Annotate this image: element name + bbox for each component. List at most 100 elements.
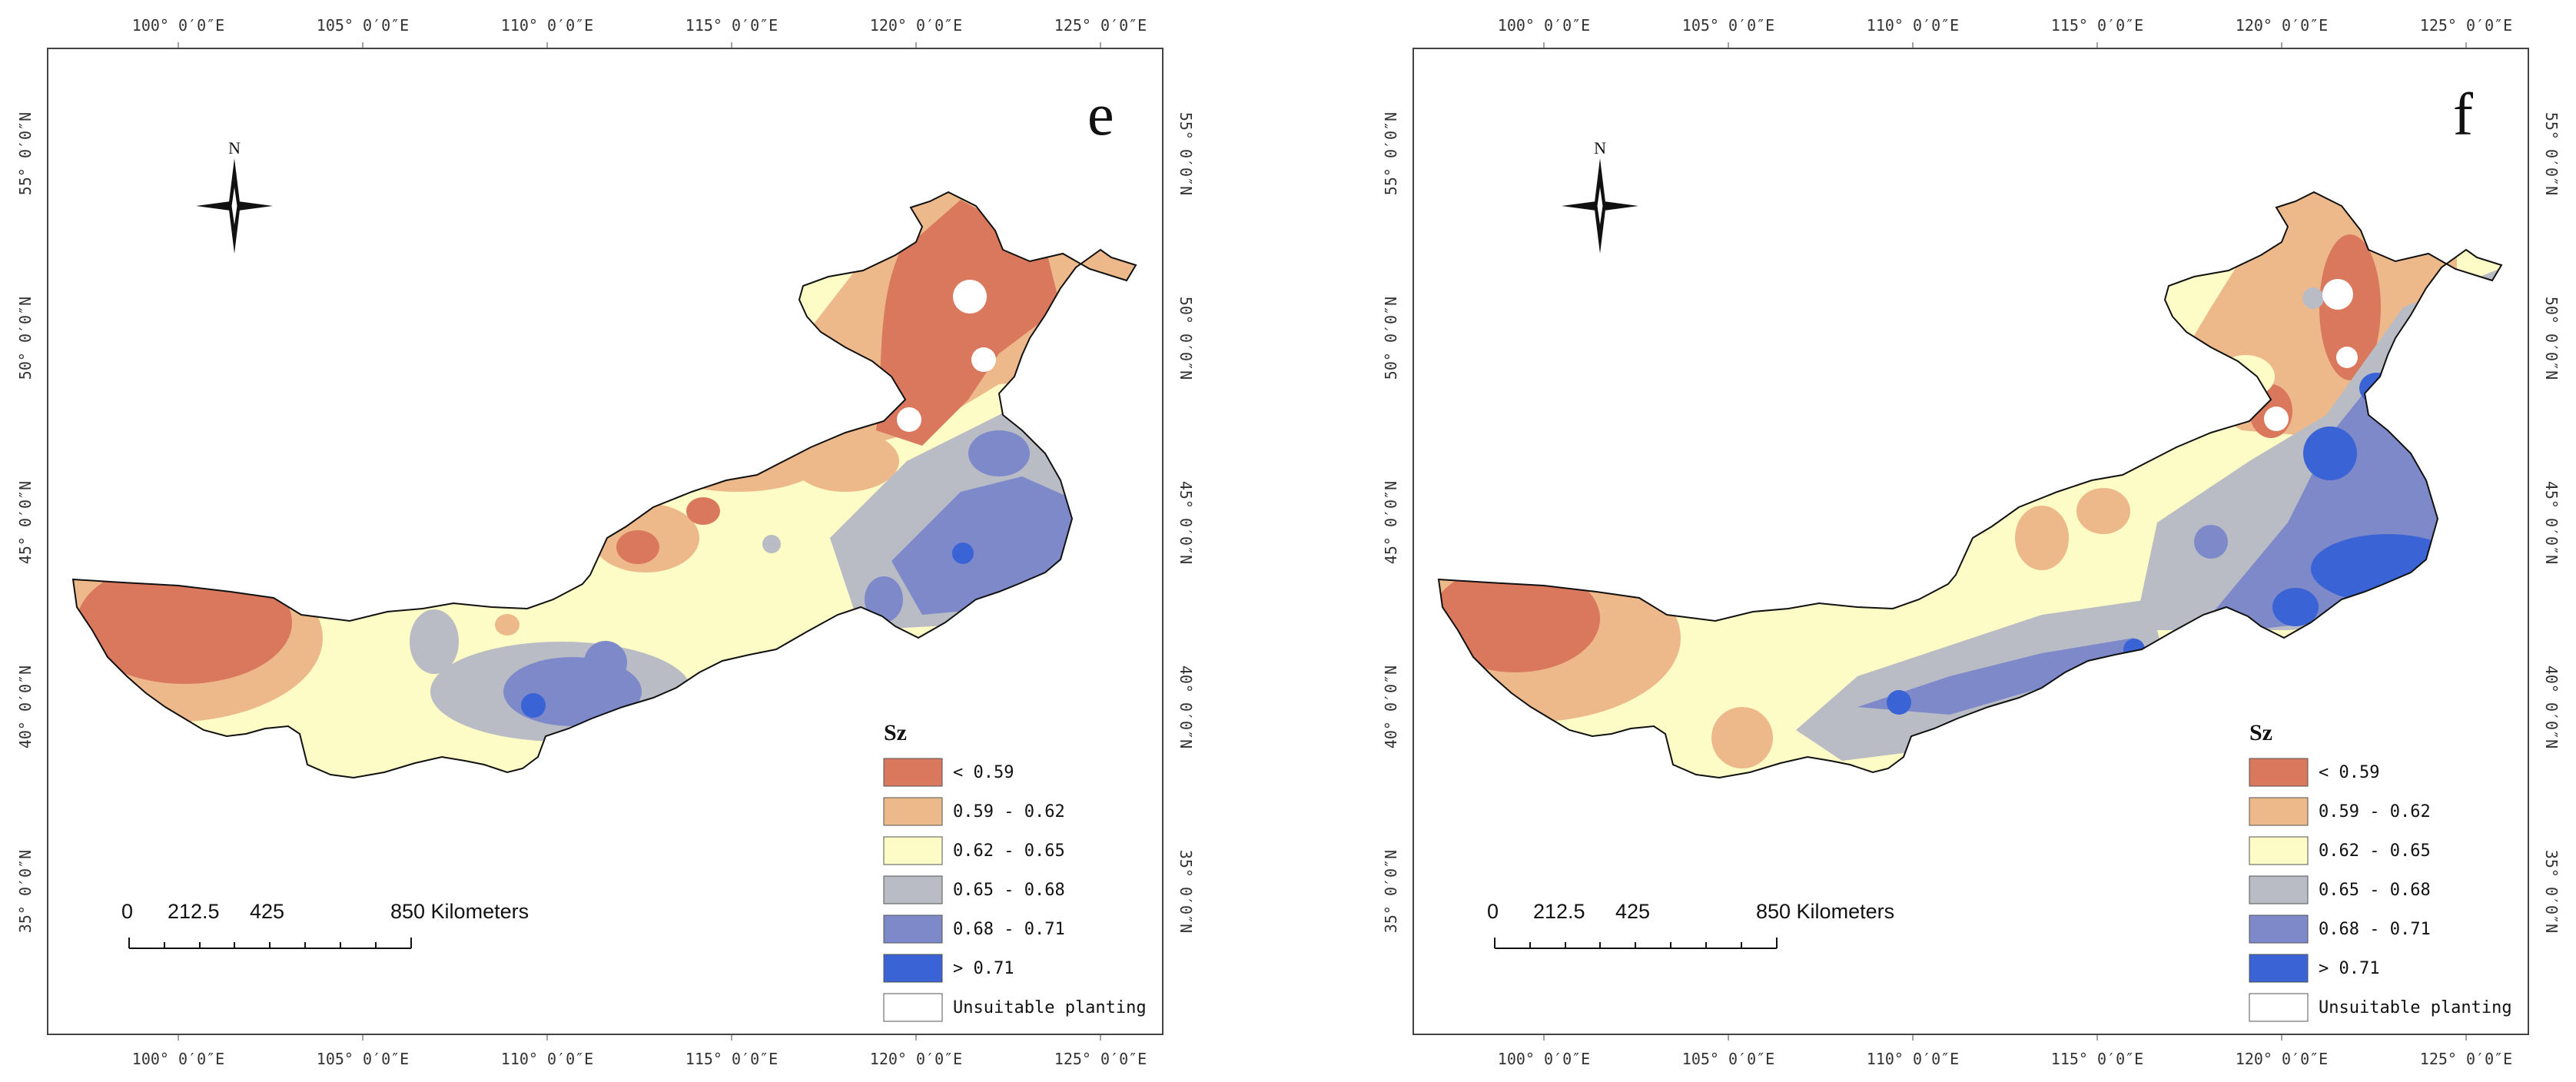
lat-tick: 45° 0′0″N	[16, 481, 35, 564]
legend-swatch	[2249, 836, 2309, 865]
legend-label: < 0.59	[2319, 763, 2379, 782]
lon-tick: 115° 0′0″E	[2051, 1050, 2143, 1068]
lon-tick: 105° 0′0″E	[317, 1050, 409, 1068]
lon-tick: 100° 0′0″E	[1498, 1050, 1590, 1068]
legend-swatch	[2249, 993, 2309, 1022]
legend-title: Sz	[2249, 720, 2272, 745]
lon-tick: 110° 0′0″E	[501, 16, 593, 35]
legend-swatch	[883, 954, 943, 983]
legend-label: 0.59 - 0.62	[953, 802, 1065, 821]
lon-tick: 125° 0′0″E	[1054, 1050, 1147, 1068]
lat-tick: 50° 0′0″N	[16, 297, 35, 380]
legend-label: 0.62 - 0.65	[953, 841, 1065, 861]
lon-tick: 100° 0′0″E	[132, 1050, 224, 1068]
lon-tick: 105° 0′0″E	[1682, 1050, 1774, 1068]
lat-tick: 55° 0′0″N	[16, 112, 35, 195]
lat-tick: 35° 0′0″N	[16, 850, 35, 933]
lat-tick: 55° 0′0″N	[1382, 112, 1400, 195]
lon-tick: 125° 0′0″E	[2420, 16, 2512, 35]
legend-swatch	[2249, 875, 2309, 904]
scale-label: 0	[1487, 900, 1499, 923]
legend-label: > 0.71	[2319, 959, 2379, 978]
lon-tick: 120° 0′0″E	[870, 1050, 962, 1068]
lat-ticks-right: 55° 0′0″N 50° 0′0″N 45° 0′0″N 40° 0′0″N …	[1177, 112, 1195, 933]
scale-label: 425	[1615, 900, 1650, 923]
panel-letter: e	[1087, 81, 1114, 148]
lon-ticks-bottom: 100° 0′0″E 105° 0′0″E 110° 0′0″E 115° 0′…	[132, 1034, 1147, 1068]
lon-tick: 115° 0′0″E	[685, 16, 778, 35]
lat-tick: 55° 0′0″N	[2542, 112, 2561, 195]
legend-label: Unsuitable planting	[953, 998, 1147, 1017]
scale-label: 425	[250, 900, 284, 923]
lat-tick: 50° 0′0″N	[2542, 297, 2561, 380]
scale-label: 850 Kilometers	[1756, 900, 1894, 923]
lat-ticks-right: 55° 0′0″N 50° 0′0″N 45° 0′0″N 40° 0′0″N …	[2542, 112, 2561, 933]
lat-tick: 45° 0′0″N	[1177, 481, 1195, 564]
legend: Sz < 0.59 0.59 - 0.62 0.62 - 0.65 0.65 -…	[2249, 720, 2512, 1022]
lat-tick: 55° 0′0″N	[1177, 112, 1195, 195]
lon-ticks-bottom: 100° 0′0″E 105° 0′0″E 110° 0′0″E 115° 0′…	[1498, 1034, 2512, 1068]
lat-tick: 50° 0′0″N	[1177, 297, 1195, 380]
scale-label: 0	[121, 900, 133, 923]
lat-tick: 40° 0′0″N	[1382, 665, 1400, 748]
region-outline	[1437, 191, 2503, 779]
north-label: N	[1594, 138, 1606, 158]
legend-swatch	[883, 875, 943, 904]
lat-tick: 40° 0′0″N	[2542, 665, 2561, 748]
lon-tick: 105° 0′0″E	[317, 16, 409, 35]
legend-label: 0.65 - 0.68	[2319, 881, 2431, 900]
north-label: N	[228, 138, 241, 158]
lat-tick: 50° 0′0″N	[1382, 297, 1400, 380]
legend-swatch	[2249, 914, 2309, 944]
lat-ticks-left: 55° 0′0″N 50° 0′0″N 45° 0′0″N 40° 0′0″N …	[16, 112, 35, 933]
north-arrow-icon: N	[196, 138, 273, 254]
lon-tick: 125° 0′0″E	[1054, 16, 1147, 35]
legend-label: 0.65 - 0.68	[953, 881, 1065, 900]
legend-label: 0.68 - 0.71	[2319, 920, 2431, 939]
lat-tick: 35° 0′0″N	[2542, 850, 2561, 933]
lon-tick: 125° 0′0″E	[2420, 1050, 2512, 1068]
lon-tick: 100° 0′0″E	[132, 16, 224, 35]
legend-swatch	[883, 914, 943, 944]
lon-tick: 110° 0′0″E	[1867, 16, 1959, 35]
panel-letter: f	[2453, 81, 2473, 148]
panel-e: 100° 0′0″E 105° 0′0″E 110° 0′0″E 115° 0′…	[16, 16, 1195, 1068]
lat-tick: 35° 0′0″N	[1382, 850, 1400, 933]
lon-tick: 120° 0′0″E	[2236, 1050, 2328, 1068]
scale-label: 212.5	[1533, 900, 1585, 923]
lon-tick: 115° 0′0″E	[685, 1050, 778, 1068]
legend-swatch	[2249, 758, 2309, 787]
legend-swatch	[883, 797, 943, 826]
lon-tick: 120° 0′0″E	[2236, 16, 2328, 35]
lon-ticks-top: 100° 0′0″E 105° 0′0″E 110° 0′0″E 115° 0′…	[132, 16, 1147, 48]
lon-tick: 115° 0′0″E	[2051, 16, 2143, 35]
legend: Sz < 0.59 0.59 - 0.62 0.62 - 0.65 0.65 -…	[883, 720, 1147, 1022]
legend-label: 0.62 - 0.65	[2319, 841, 2431, 861]
region-outline	[71, 191, 1137, 779]
lat-tick: 45° 0′0″N	[2542, 481, 2561, 564]
lat-tick: 40° 0′0″N	[16, 665, 35, 748]
lon-tick: 105° 0′0″E	[1682, 16, 1774, 35]
scale-bar: 0 212.5 425 850 Kilometers	[121, 900, 529, 949]
lon-ticks-top: 100° 0′0″E 105° 0′0″E 110° 0′0″E 115° 0′…	[1498, 16, 2512, 48]
north-arrow-icon: N	[1562, 138, 1638, 254]
scale-label: 850 Kilometers	[390, 900, 529, 923]
legend-title: Sz	[884, 720, 907, 745]
lat-ticks-left: 55° 0′0″N 50° 0′0″N 45° 0′0″N 40° 0′0″N …	[1382, 112, 1400, 933]
legend-label: Unsuitable planting	[2319, 998, 2512, 1017]
lat-tick: 35° 0′0″N	[1177, 850, 1195, 933]
legend-swatch	[883, 758, 943, 787]
legend-swatch	[883, 836, 943, 865]
lon-tick: 110° 0′0″E	[1867, 1050, 1959, 1068]
lon-tick: 120° 0′0″E	[870, 16, 962, 35]
legend-label: < 0.59	[953, 763, 1014, 782]
scale-bar: 0 212.5 425 850 Kilometers	[1487, 900, 1894, 949]
legend-swatch	[2249, 954, 2309, 983]
legend-label: 0.59 - 0.62	[2319, 802, 2431, 821]
lon-tick: 110° 0′0″E	[501, 1050, 593, 1068]
legend-label: 0.68 - 0.71	[953, 920, 1065, 939]
legend-swatch	[2249, 797, 2309, 826]
legend-swatch	[883, 993, 943, 1022]
lon-tick: 100° 0′0″E	[1498, 16, 1590, 35]
